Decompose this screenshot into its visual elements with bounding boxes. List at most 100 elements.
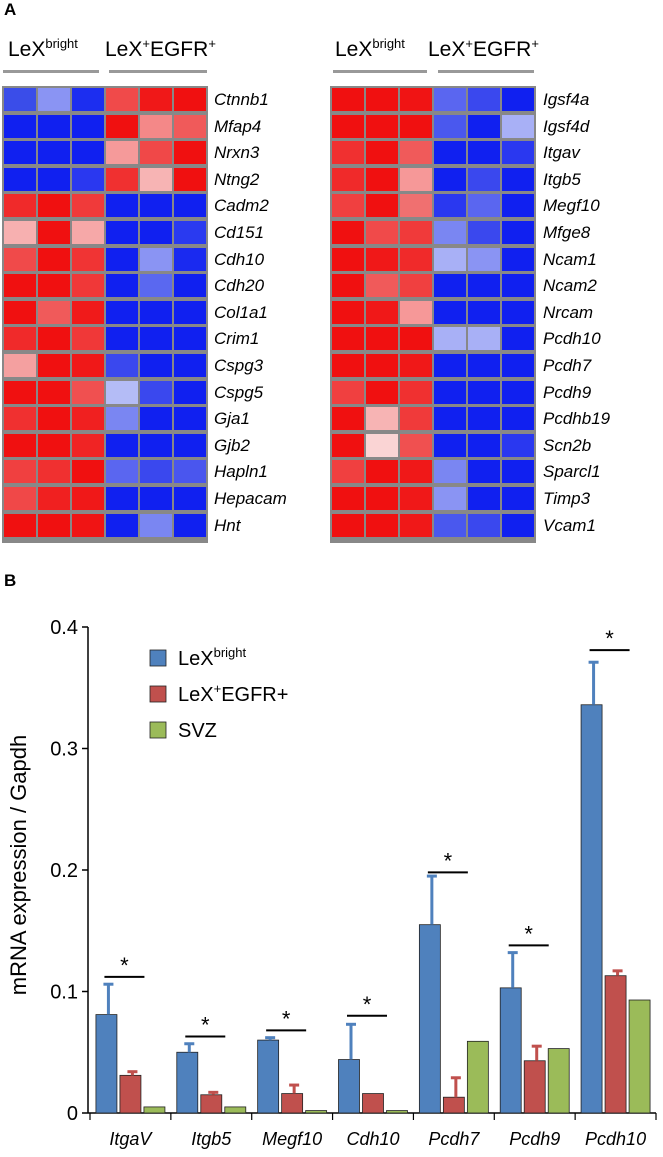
left-heat-cell	[4, 88, 36, 111]
right-heat-cell	[468, 88, 500, 111]
right-heat-cell	[400, 88, 432, 111]
right-gene-label: Pcdh7	[543, 356, 592, 375]
left-gene-label: Ntng2	[214, 169, 260, 189]
left-gene-label: Crim1	[214, 329, 260, 349]
right-heatmap	[330, 86, 536, 543]
legend-label: SVZ	[178, 720, 217, 742]
left-heat-cell	[140, 460, 172, 484]
left-heat-cell	[4, 274, 36, 298]
left-heat-cell	[38, 247, 70, 271]
right-heat-cell	[434, 354, 466, 377]
left-heat-cell	[174, 274, 206, 298]
right-heat-cell	[502, 88, 534, 111]
right-gene-label: Igsf4a	[543, 90, 590, 109]
left-heat-cell	[4, 167, 36, 191]
right-gene-label: Pcdh9	[543, 382, 592, 402]
right-heat-cell	[400, 300, 432, 324]
left-heat-cell	[174, 433, 206, 457]
left-heat-cell	[140, 88, 172, 111]
left-gene-label: Nrxn3	[214, 143, 260, 163]
legend-label-base: SVZ	[178, 720, 217, 742]
right-heat-cell	[434, 300, 466, 324]
left-heat-cell	[4, 221, 36, 244]
right-gene-label: Megf10	[543, 196, 600, 216]
left-heat-cell	[106, 460, 138, 484]
x-tick-label: Pcdh9	[509, 1129, 560, 1149]
significance-star: *	[363, 992, 372, 1017]
right-heat-cell	[502, 407, 534, 431]
left-heat-cell	[72, 407, 104, 431]
y-tick-label: 0.4	[50, 617, 78, 639]
left-header-lexbright: LeXbright	[8, 36, 78, 62]
left-heat-cell	[72, 167, 104, 191]
right-heat-cell	[434, 247, 466, 271]
right-heat-cell	[332, 194, 364, 218]
left-heat-cell	[106, 513, 138, 537]
right-heat-cell	[502, 513, 534, 537]
left-heat-cell	[4, 194, 36, 218]
left-heat-cell	[72, 274, 104, 298]
right-heat-cell	[366, 354, 398, 377]
right-egfr-plus1: +	[465, 36, 473, 51]
left-gene-label: Cd151	[214, 223, 265, 242]
x-tick-label: Pcdh7	[428, 1129, 480, 1149]
left-heat-cell	[72, 327, 104, 351]
left-heat-cell	[140, 221, 172, 244]
right-heat-cell	[468, 354, 500, 377]
right-gene-label: Nrcam	[543, 302, 594, 322]
right-heat-cell	[366, 300, 398, 324]
left-heat-cell	[72, 141, 104, 165]
left-lex-sup: bright	[45, 36, 78, 51]
left-heat-cell	[106, 300, 138, 324]
left-heat-cell	[4, 141, 36, 165]
right-heat-cell	[502, 114, 534, 138]
bar-lexegfr	[281, 1093, 304, 1114]
right-heat-cell	[366, 380, 398, 404]
left-heat-cell	[72, 487, 104, 510]
right-heat-cell	[400, 114, 432, 138]
left-heat-cell	[38, 274, 70, 298]
left-gene-label: Cspg3	[214, 356, 264, 375]
x-tick-label: Pcdh10	[585, 1129, 646, 1149]
left-heat-cell	[140, 194, 172, 218]
left-gene-label: Hepacam	[214, 489, 287, 508]
left-egfr-plus1: +	[142, 36, 150, 51]
bar-lexegfr	[200, 1094, 223, 1114]
right-heat-cell	[468, 487, 500, 510]
right-heat-cell	[468, 460, 500, 484]
left-heat-cell	[174, 407, 206, 431]
left-heat-cell	[106, 327, 138, 351]
left-heat-cell	[106, 221, 138, 244]
right-header-lexbright: LeXbright	[335, 36, 405, 62]
right-heat-cell	[434, 487, 466, 510]
right-heat-cell	[400, 247, 432, 271]
x-tick-label: Itgb5	[191, 1129, 232, 1149]
right-gene-label: Vcam1	[543, 515, 596, 535]
bar-lexegfr	[442, 1096, 465, 1114]
right-heat-cell	[366, 247, 398, 271]
left-heat-cell	[174, 513, 206, 537]
bar-svz	[386, 1110, 408, 1114]
right-heat-cell	[468, 141, 500, 165]
right-heat-cell	[468, 114, 500, 138]
right-heat-cell	[434, 274, 466, 298]
bar-lexbright	[176, 1051, 199, 1114]
legend-label: LeX+EGFR+	[178, 681, 288, 706]
left-heat-cell	[38, 487, 70, 510]
left-heat-cell	[140, 167, 172, 191]
right-gene-label: Timp3	[543, 489, 591, 508]
right-gene-label: Mfge8	[543, 223, 591, 242]
left-heat-cell	[106, 487, 138, 510]
right-heat-cell	[468, 407, 500, 431]
left-gene-label: Hnt	[214, 515, 241, 535]
right-lex-base: LeX	[335, 38, 373, 61]
left-heat-cell	[174, 247, 206, 271]
left-heat-cell	[106, 114, 138, 138]
left-heat-cell	[140, 407, 172, 431]
bar-svz	[628, 999, 651, 1114]
y-tick-label: 0.3	[50, 739, 78, 761]
right-heat-cell	[468, 433, 500, 457]
left-egfr-a: LeX	[105, 38, 143, 61]
right-heat-cell	[434, 460, 466, 484]
right-heat-cell	[366, 141, 398, 165]
